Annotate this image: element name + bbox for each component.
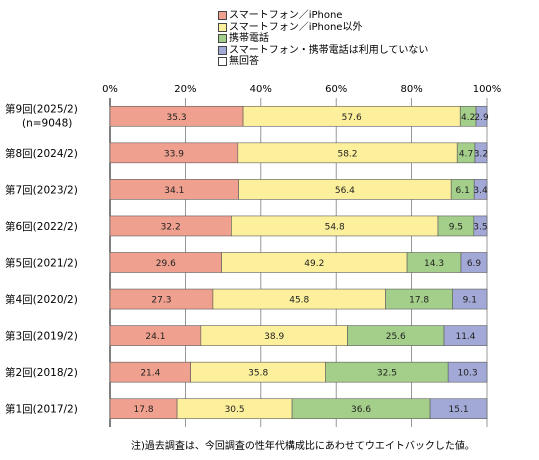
category-label: 第9回(2025/2)	[5, 102, 78, 115]
data-label: 25.6	[386, 332, 406, 342]
x-tick-label: 0%	[102, 84, 118, 95]
data-label: 4.2	[461, 113, 475, 123]
category-label: 第2回(2018/2)	[5, 366, 78, 379]
legend-swatch-no-answer	[218, 57, 227, 67]
data-label: 14.3	[424, 259, 444, 269]
legend-swatch-iphone	[218, 11, 227, 21]
data-label: 10.3	[458, 369, 478, 379]
footnote: 注)過去調査は、今回調査の性年代構成比にあわせてウエイトバックした値。	[131, 441, 475, 452]
legend-item-no-answer: 無回答	[218, 56, 428, 68]
data-label: 15.1	[449, 405, 469, 415]
bar-segment	[460, 252, 488, 273]
data-label: 33.9	[164, 149, 184, 159]
data-label: 29.6	[156, 259, 176, 269]
x-tick-label: 20%	[174, 84, 196, 95]
x-tick-label: 40%	[250, 84, 272, 95]
data-label: 27.3	[151, 296, 171, 306]
category-label: 第7回(2023/2)	[5, 183, 78, 196]
bar-segment	[452, 288, 488, 310]
data-label: 4.7	[459, 149, 473, 159]
category-label: 第5回(2021/2)	[5, 257, 78, 270]
legend-item-feature-phone: 携帯電話	[218, 33, 428, 45]
legend-label-feature-phone: 携帯電話	[229, 33, 269, 44]
legend-label-other-smartphone: スマートフォン／iPhone以外	[229, 21, 363, 33]
x-tick-label: 100%	[473, 84, 502, 95]
data-label: 2.9	[474, 113, 489, 123]
data-label: 9.5	[449, 222, 463, 232]
chart-legend: スマートフォン／iPhone スマートフォン／iPhone以外 携帯電話 スマー…	[218, 10, 428, 68]
bar-segment	[473, 215, 488, 237]
data-label: 35.3	[167, 113, 187, 123]
data-label: 17.8	[134, 405, 154, 415]
data-label: 17.8	[409, 296, 429, 306]
bar-segment	[429, 398, 488, 420]
data-label: 24.1	[145, 332, 165, 342]
category-label: 第1回(2017/2)	[5, 403, 78, 416]
category-label: 第8回(2024/2)	[5, 147, 78, 160]
data-label: 36.6	[351, 405, 371, 415]
legend-label-no-phone: スマートフォン・携帯電話は利用していない	[229, 44, 429, 56]
x-tick-label: 80%	[400, 84, 422, 95]
data-label: 6.1	[456, 186, 470, 196]
data-label: 3.4	[473, 186, 488, 196]
data-label: 38.9	[264, 332, 284, 342]
data-label: 11.4	[455, 332, 475, 342]
bar-segment	[443, 325, 488, 346]
legend-swatch-no-phone	[218, 45, 227, 55]
data-label: 56.4	[335, 186, 355, 196]
data-label: 30.5	[225, 405, 245, 415]
category-label: 第6回(2022/2)	[5, 220, 78, 233]
data-label: 3.2	[474, 149, 488, 159]
data-label: 6.9	[467, 259, 482, 269]
data-label: 32.2	[161, 222, 181, 232]
legend-item-other-smartphone: スマートフォン／iPhone以外	[218, 22, 428, 34]
data-label: 32.5	[377, 369, 397, 379]
data-label: 34.1	[164, 186, 184, 196]
data-label: 57.6	[342, 113, 362, 123]
category-label: 第4回(2020/2)	[5, 293, 78, 306]
data-label: 45.8	[289, 296, 309, 306]
legend-swatch-other-smartphone	[218, 22, 227, 32]
data-label: 3.5	[473, 222, 487, 232]
legend-swatch-feature-phone	[218, 34, 227, 44]
data-label: 54.8	[325, 222, 345, 232]
bar-segment	[473, 179, 488, 200]
bar-segment	[474, 142, 488, 164]
category-label: 第3回(2019/2)	[5, 330, 78, 343]
data-label: 35.8	[248, 369, 268, 379]
data-label: 21.4	[140, 369, 160, 379]
legend-label-no-answer: 無回答	[229, 56, 259, 67]
legend-item-no-phone: スマートフォン・携帯電話は利用していない	[218, 45, 428, 57]
legend-item-iphone: スマートフォン／iPhone	[218, 10, 428, 22]
bar-segment	[447, 361, 488, 383]
data-label: 58.2	[337, 149, 357, 159]
bar-segment	[475, 105, 488, 127]
data-label: 49.2	[304, 259, 324, 269]
category-sublabel: (n=9048)	[22, 117, 72, 129]
x-tick-label: 60%	[325, 84, 347, 95]
legend-label-iphone: スマートフォン／iPhone	[229, 10, 343, 21]
data-label: 9.1	[463, 296, 477, 306]
